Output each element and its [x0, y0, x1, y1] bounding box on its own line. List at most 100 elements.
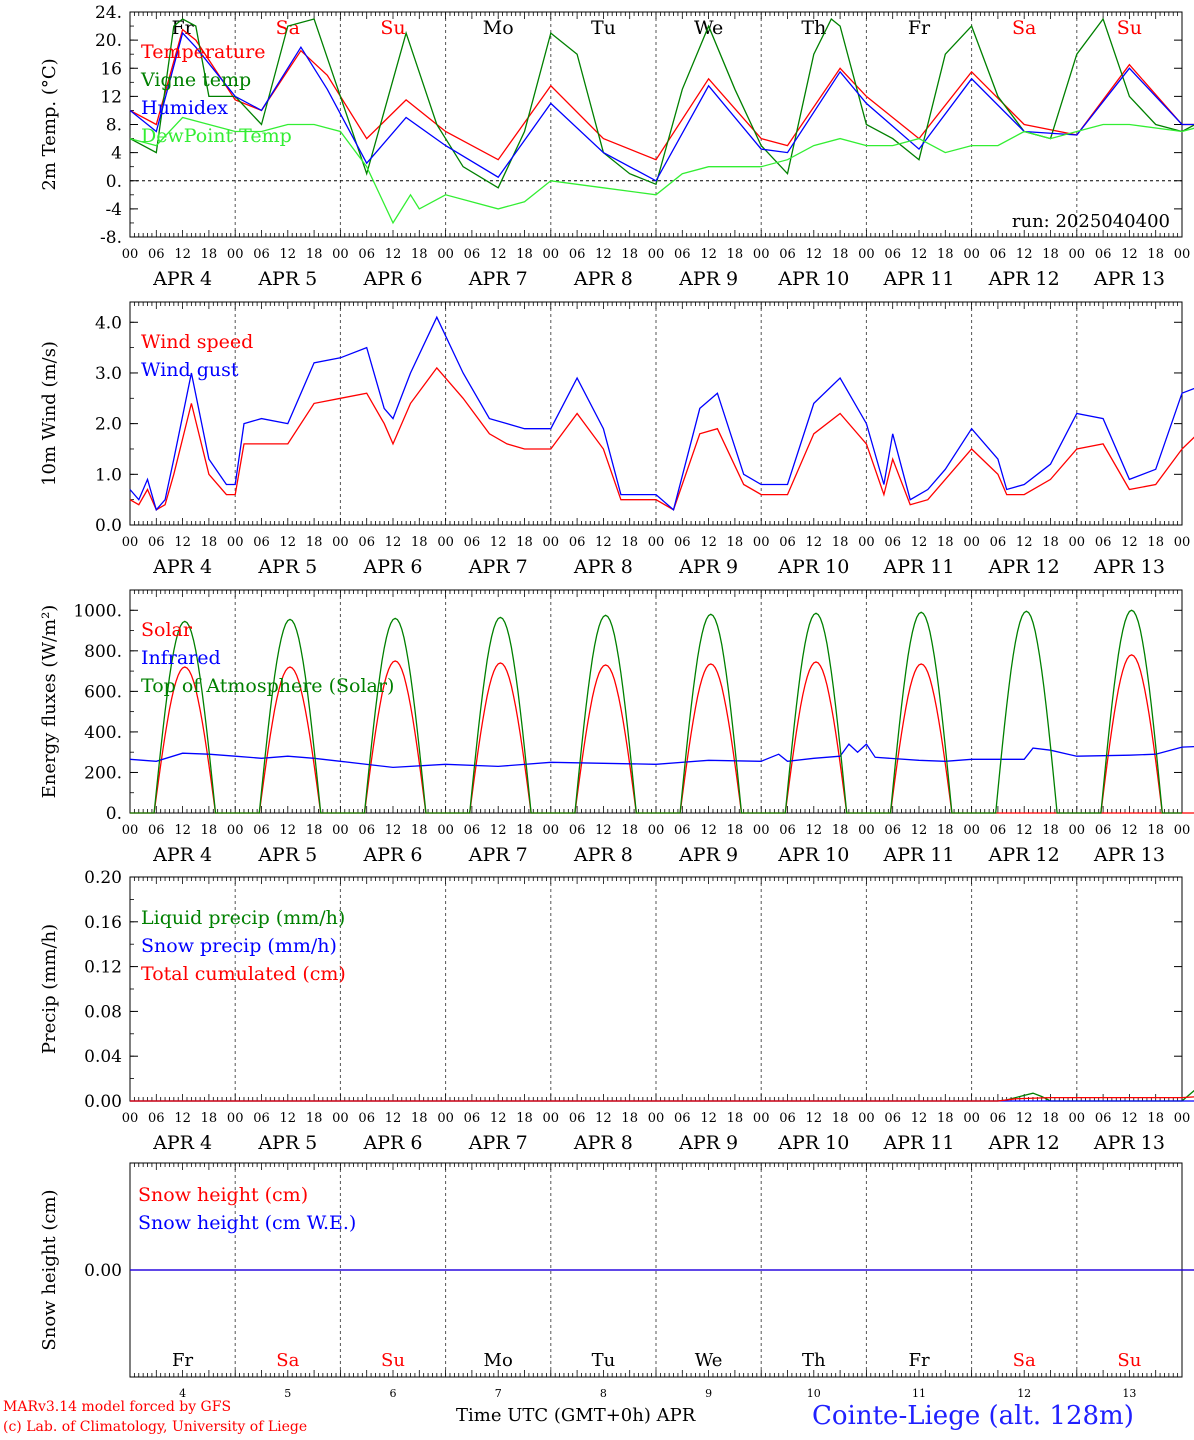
x-tick-label: 06: [779, 247, 796, 262]
series-vigne-temp: [129, 17, 1194, 189]
x-tick-label: 18: [516, 1111, 533, 1126]
day-label: APR 5: [257, 1132, 317, 1154]
x-tick-label: 12: [385, 535, 402, 550]
x-tick-label: 18: [937, 535, 954, 550]
legend-entry: Snow height (cm): [138, 1184, 308, 1206]
x-tick-label: 12: [490, 823, 507, 838]
y-axis-label: Snow height (cm): [39, 1189, 60, 1350]
x-tick-label: 00: [858, 823, 875, 838]
x-tick-label: 06: [1095, 535, 1112, 550]
series-top-of-atmosphere-solar-: [130, 609, 1182, 814]
x-tick-label: 00: [227, 823, 244, 838]
x-tick-label: 00: [753, 247, 770, 262]
day-label: APR 7: [468, 1132, 528, 1154]
x-tick-label: 06: [990, 1111, 1007, 1126]
day-name: Su: [1117, 1350, 1141, 1371]
day-number: 6: [390, 1387, 397, 1400]
x-tick-label: 00: [753, 1111, 770, 1126]
day-label: APR 10: [777, 556, 849, 578]
x-tick-label: 00: [1069, 535, 1086, 550]
day-name: Sa: [276, 1350, 299, 1371]
legend-entry: Wind speed: [141, 331, 253, 353]
x-tick-label: 00: [437, 247, 454, 262]
x-tick-label: 12: [1121, 1111, 1138, 1126]
x-tick-label: 18: [832, 247, 849, 262]
y-tick-label: -4: [105, 200, 122, 220]
day-number: 10: [807, 1387, 821, 1400]
y-tick-label: 4.0: [95, 313, 122, 333]
x-tick-label: 00: [543, 823, 560, 838]
y-tick-label: 200.: [84, 763, 122, 783]
x-tick-label: 18: [411, 247, 428, 262]
x-tick-label: 00: [1069, 247, 1086, 262]
x-tick-label: 18: [937, 247, 954, 262]
x-tick-label: 00: [437, 1111, 454, 1126]
series-liquid-precip-mm-h-: [130, 1089, 1194, 1102]
x-tick-label: 12: [595, 247, 612, 262]
x-tick-label: 00: [1174, 535, 1191, 550]
x-tick-label: 00: [332, 823, 349, 838]
day-number: 8: [600, 1387, 607, 1400]
day-number: 9: [705, 1387, 712, 1400]
x-tick-label: 06: [253, 535, 270, 550]
day-number: 5: [284, 1387, 291, 1400]
x-tick-label: 18: [1042, 535, 1059, 550]
x-tick-label: 18: [516, 247, 533, 262]
x-tick-label: 18: [1042, 1111, 1059, 1126]
panel-4: 0.00 0.04 0.08 0.12 0.16 0.20 Precip (mm/h) 00 0…: [39, 868, 1194, 1154]
x-tick-label: 18: [937, 1111, 954, 1126]
x-tick-label: 06: [569, 535, 586, 550]
day-name: We: [695, 1350, 723, 1371]
day-label: APR 7: [468, 556, 528, 578]
y-tick-label: 0.04: [84, 1047, 122, 1067]
x-tick-label: 12: [490, 1111, 507, 1126]
x-tick-label: 12: [174, 535, 191, 550]
x-tick-label: 00: [963, 1111, 980, 1126]
day-name: Su: [380, 17, 405, 39]
y-axis-label: 2m Temp. (°C): [39, 58, 60, 190]
x-tick-label: 18: [306, 535, 323, 550]
day-label: APR 5: [257, 844, 317, 866]
x-tick-label: 00: [332, 535, 349, 550]
x-tick-label: 12: [911, 1111, 928, 1126]
y-tick-label: 2.0: [95, 415, 122, 435]
series-total-cumulated-cm-: [130, 1096, 1194, 1102]
day-name: Th: [801, 17, 826, 39]
x-tick-label: 06: [674, 535, 691, 550]
x-tick-label: 06: [464, 247, 481, 262]
day-name: Su: [381, 1350, 405, 1371]
x-tick-label: 00: [227, 247, 244, 262]
x-tick-label: 00: [1174, 1111, 1191, 1126]
x-tick-label: 18: [621, 535, 638, 550]
day-label: APR 13: [1093, 268, 1165, 290]
plot-frame: [129, 589, 1183, 814]
day-name: Mo: [484, 1350, 513, 1371]
day-label: APR 4: [152, 268, 212, 290]
x-tick-label: 06: [884, 247, 901, 262]
legend-entry: Infrared: [141, 647, 221, 669]
day-name: We: [694, 17, 723, 39]
x-tick-label: 18: [306, 247, 323, 262]
legend-entry: Top of Atmosphere (Solar): [141, 675, 394, 697]
x-tick-label: 00: [858, 535, 875, 550]
x-tick-label: 00: [648, 247, 665, 262]
x-tick-label: 18: [201, 1111, 218, 1126]
x-tick-label: 18: [832, 535, 849, 550]
x-tick-label: 00: [227, 1111, 244, 1126]
x-tick-label: 06: [569, 1111, 586, 1126]
day-label: APR 4: [152, 844, 212, 866]
y-axis-label: Energy fluxes (W/m²): [39, 605, 60, 799]
legend-entry: Wind gust: [141, 359, 239, 381]
x-tick-label: 18: [1042, 247, 1059, 262]
x-tick-label: 00: [543, 535, 560, 550]
x-tick-label: 06: [779, 535, 796, 550]
y-tick-label: 3.0: [95, 364, 122, 384]
x-tick-label: 00: [1174, 823, 1191, 838]
plot-frame: [129, 301, 1183, 526]
series-infrared: [129, 743, 1194, 769]
x-tick-label: 12: [1121, 535, 1138, 550]
x-tick-label: 06: [253, 823, 270, 838]
x-tick-label: 06: [464, 823, 481, 838]
y-tick-label: 600.: [84, 682, 122, 702]
day-number: 4: [179, 1387, 186, 1400]
